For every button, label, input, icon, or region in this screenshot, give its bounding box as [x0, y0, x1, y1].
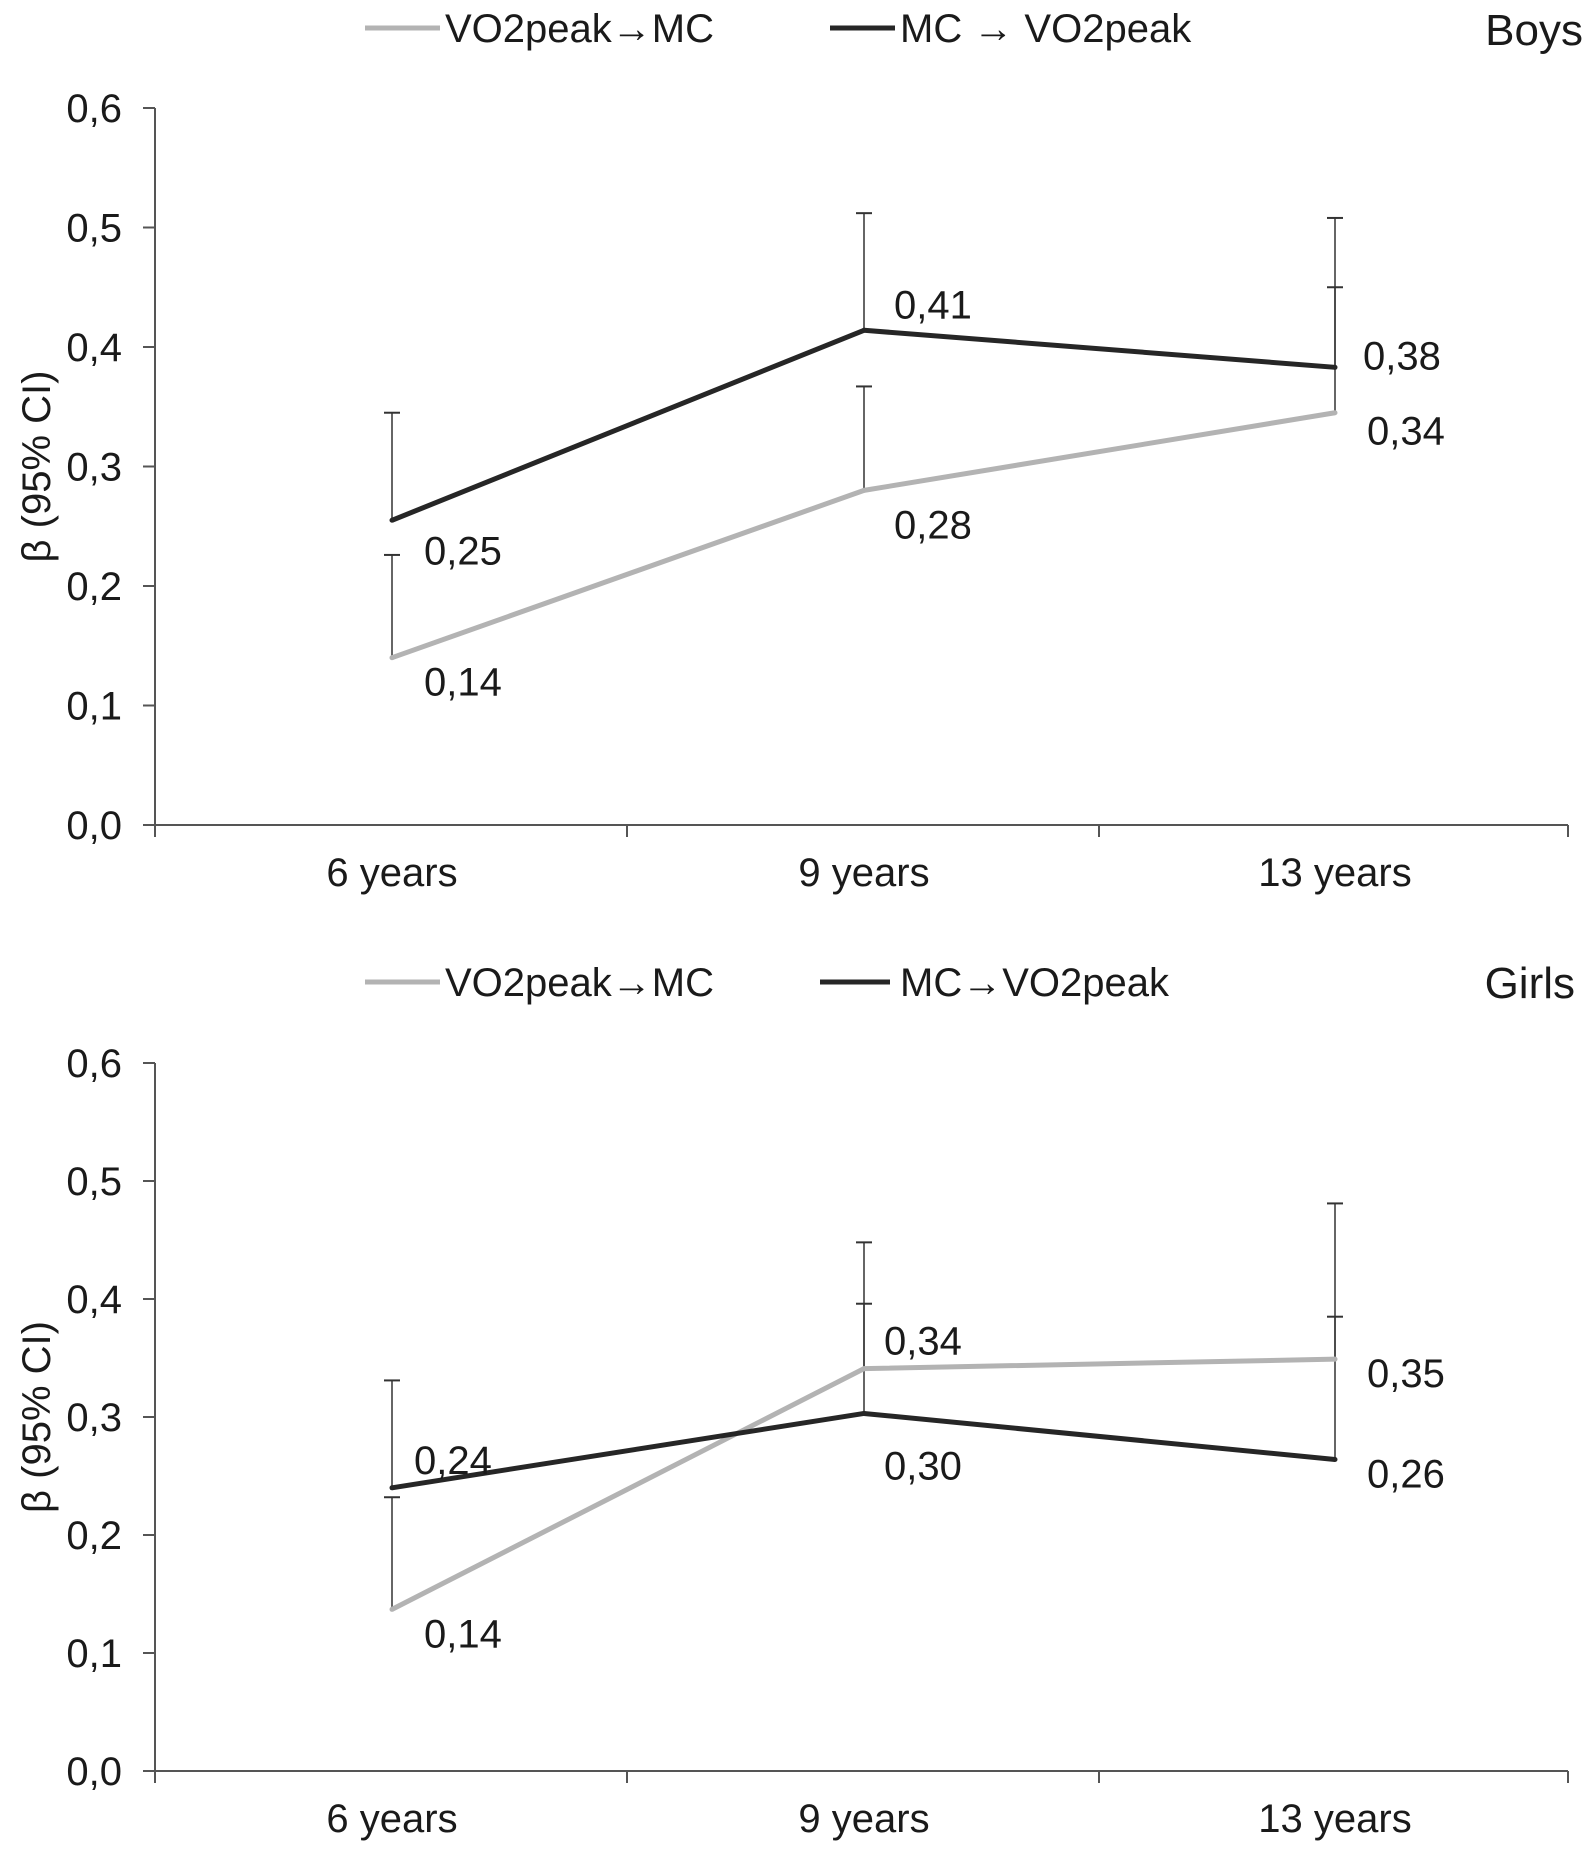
- data-label-0-2: 0,34: [1367, 410, 1445, 454]
- data-point-1-2: [1332, 1456, 1338, 1462]
- panel-title: Girls: [1485, 959, 1575, 1008]
- y-tick-label: 0,6: [66, 87, 122, 131]
- x-tick-label: 13 years: [1258, 851, 1411, 895]
- data-point-1-2: [1332, 364, 1338, 370]
- y-tick-label: 0,2: [66, 1514, 122, 1558]
- data-label-1-0: 0,25: [424, 529, 502, 573]
- data-label-1-1: 0,30: [884, 1444, 962, 1488]
- x-tick-label: 6 years: [326, 851, 457, 895]
- chart-panel-boys: VO2peak→MC MC → VO2peak Boys 0,0 0,1 0,2 0,3 0,…: [15, 6, 1583, 895]
- data-point-0-1: [861, 487, 867, 493]
- data-point-1-1: [861, 327, 867, 333]
- data-point-0-2: [1332, 1356, 1338, 1362]
- data-point-1-0: [389, 1485, 395, 1491]
- y-tick-label: 0,0: [66, 804, 122, 848]
- y-tick-label: 0,5: [66, 1160, 122, 1204]
- data-label-0-1: 0,34: [884, 1320, 962, 1364]
- data-point-0-0: [389, 1606, 395, 1612]
- data-label-1-2: 0,26: [1367, 1452, 1445, 1496]
- x-tick-label: 9 years: [798, 851, 929, 895]
- y-tick-label: 0,0: [66, 1750, 122, 1794]
- x-tick-label: 13 years: [1258, 1797, 1411, 1841]
- x-tick-label: 6 years: [326, 1797, 457, 1841]
- legend-label: VO2peak→MC: [445, 961, 714, 1005]
- y-axis-title: β (95% CI): [15, 1321, 59, 1513]
- legend-label: MC→VO2peak: [900, 961, 1170, 1005]
- data-label-1-2: 0,38: [1363, 334, 1441, 378]
- data-point-0-0: [389, 655, 395, 661]
- data-point-1-0: [389, 517, 395, 523]
- y-tick-label: 0,6: [66, 1042, 122, 1086]
- y-tick-label: 0,3: [66, 446, 122, 490]
- data-point-0-2: [1332, 410, 1338, 416]
- panel-title: Boys: [1485, 6, 1583, 55]
- data-label-0-2: 0,35: [1367, 1352, 1445, 1396]
- y-tick-label: 0,3: [66, 1396, 122, 1440]
- y-tick-label: 0,4: [66, 326, 122, 370]
- y-tick-label: 0,2: [66, 565, 122, 609]
- data-label-1-0: 0,24: [414, 1439, 492, 1483]
- legend-label: VO2peak→MC: [445, 7, 714, 51]
- y-axis-title: β (95% CI): [15, 371, 59, 563]
- data-label-0-1: 0,28: [894, 503, 972, 547]
- data-label-1-1: 0,41: [894, 283, 972, 327]
- y-tick-label: 0,1: [66, 685, 122, 729]
- series-line-1: [391, 1410, 1336, 1491]
- y-tick-label: 0,4: [66, 1278, 122, 1322]
- data-point-1-1: [861, 1410, 867, 1416]
- data-label-0-0: 0,14: [424, 661, 502, 705]
- data-point-0-1: [861, 1366, 867, 1372]
- x-tick-label: 9 years: [798, 1797, 929, 1841]
- chart-panel-girls: VO2peak→MC MC→VO2peak Girls 0,0 0,1 0,2 0,3 0,4…: [15, 959, 1575, 1841]
- data-label-0-0: 0,14: [424, 1612, 502, 1656]
- y-tick-label: 0,1: [66, 1632, 122, 1676]
- legend-label: MC → VO2peak: [900, 7, 1192, 51]
- y-tick-label: 0,5: [66, 207, 122, 251]
